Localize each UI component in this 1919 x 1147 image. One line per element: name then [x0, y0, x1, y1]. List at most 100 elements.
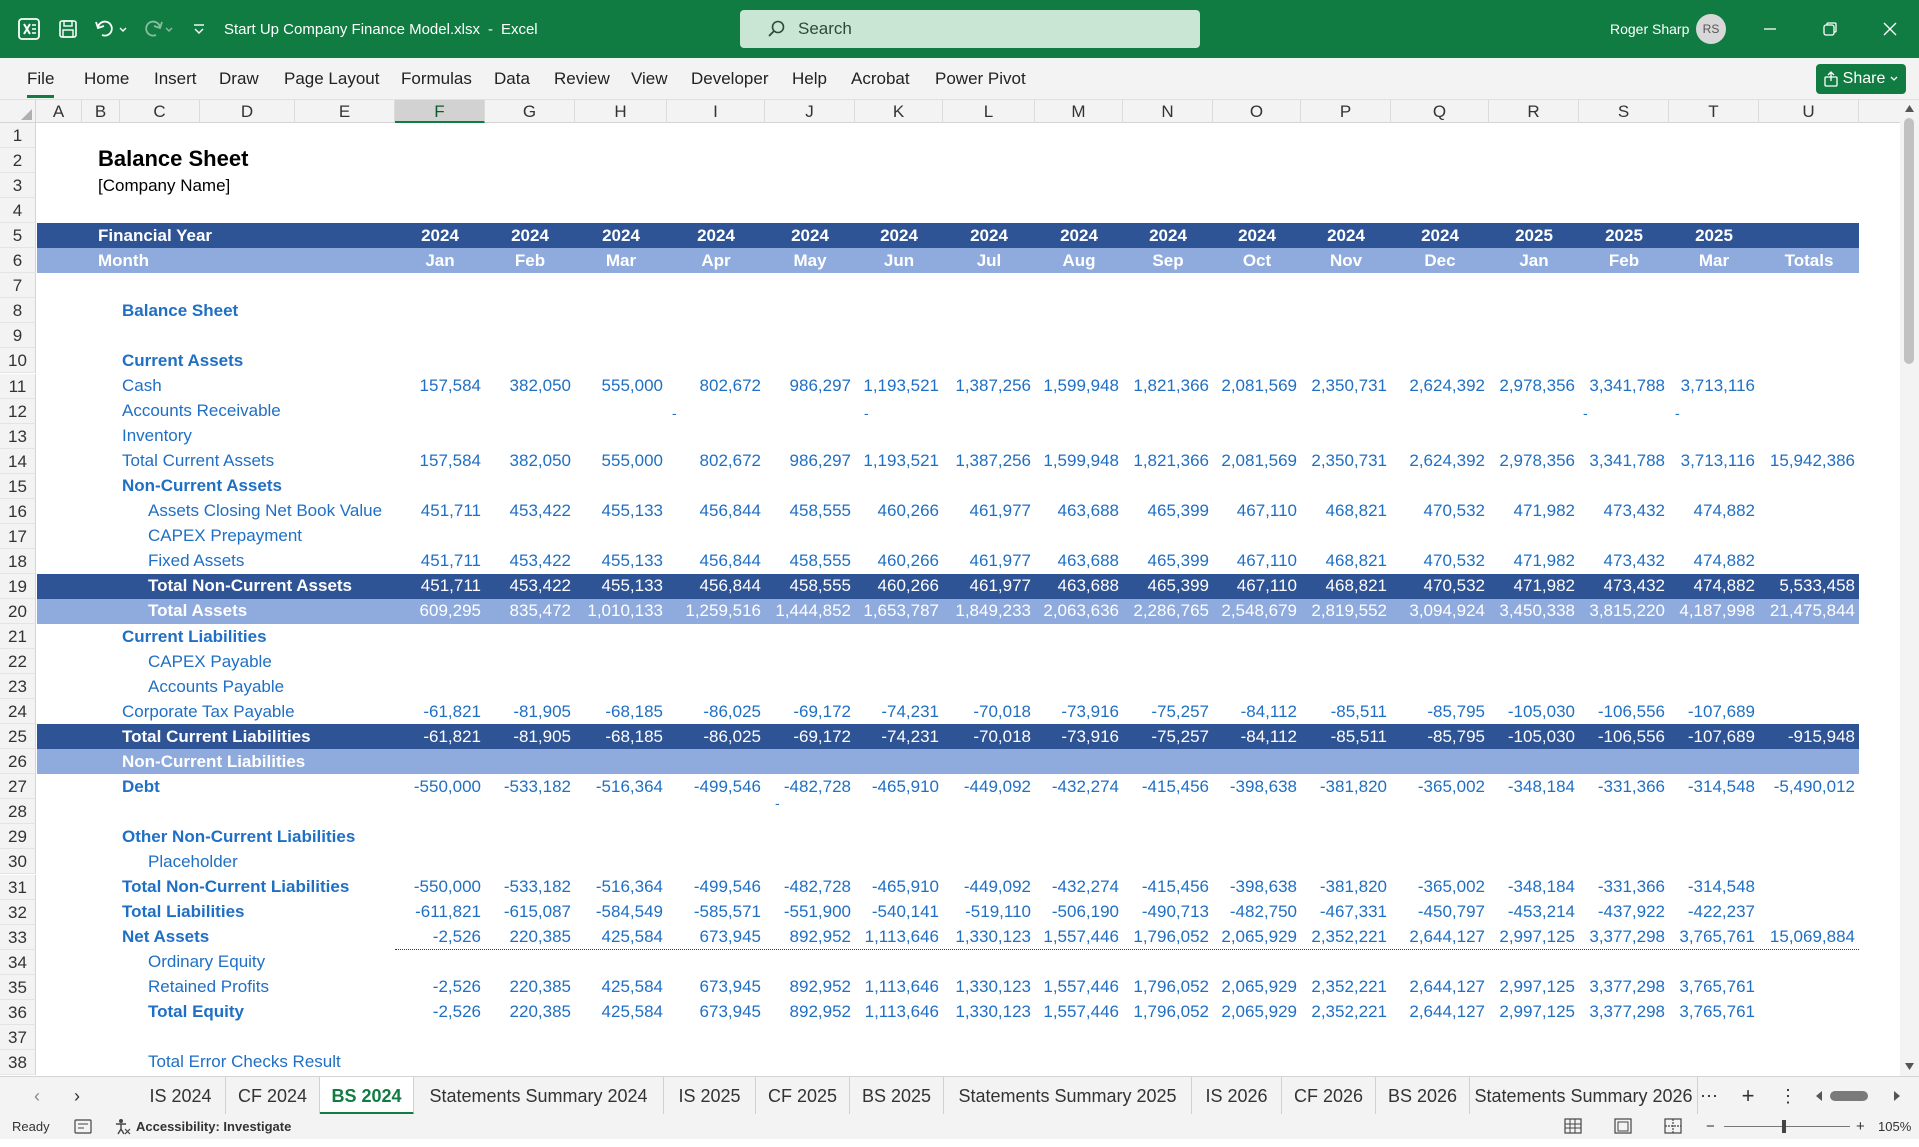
value-cell[interactable]: 1,113,646 — [864, 977, 939, 997]
value-cell[interactable]: -85,795 — [1427, 701, 1485, 721]
page-layout-view-icon[interactable] — [1614, 1114, 1632, 1139]
value-cell[interactable]: -499,546 — [693, 877, 761, 897]
value-cell[interactable]: 609,295 — [419, 601, 481, 621]
tab-bs-2026[interactable]: BS 2026 — [1376, 1077, 1470, 1115]
row-header[interactable]: 22 — [0, 649, 36, 675]
value-cell[interactable]: 157,584 — [419, 451, 481, 471]
value-cell[interactable]: -69,172 — [793, 726, 851, 746]
value-cell[interactable]: 456,844 — [699, 551, 761, 571]
value-cell[interactable]: -348,184 — [1507, 776, 1575, 796]
row-header[interactable]: 13 — [0, 423, 36, 449]
row-header[interactable]: 27 — [0, 774, 36, 800]
value-cell[interactable]: 1,557,446 — [1043, 927, 1119, 947]
value-cell[interactable]: 673,945 — [699, 1002, 761, 1022]
value-cell[interactable]: 986,297 — [789, 451, 851, 471]
value-cell[interactable]: 1,796,052 — [1133, 977, 1209, 997]
row-header[interactable]: 10 — [0, 348, 36, 374]
value-cell[interactable]: 3,713,116 — [1680, 451, 1755, 471]
value-cell[interactable]: -70,018 — [973, 726, 1031, 746]
value-cell[interactable]: -85,511 — [1330, 701, 1387, 721]
row-header[interactable]: 18 — [0, 548, 36, 574]
totals-header[interactable]: Totals — [1784, 250, 1834, 270]
value-cell[interactable]: 465,399 — [1147, 501, 1209, 521]
menu-insert[interactable]: Insert — [154, 69, 197, 88]
value-cell[interactable]: 2,065,929 — [1221, 1002, 1297, 1022]
month-header[interactable]: Apr — [701, 250, 731, 270]
value-cell[interactable]: 1,796,052 — [1133, 1002, 1209, 1022]
excel-logo-icon[interactable] — [18, 0, 40, 58]
value-cell[interactable]: 463,688 — [1057, 501, 1119, 521]
row-header[interactable]: 23 — [0, 674, 36, 700]
value-cell[interactable]: 468,821 — [1325, 576, 1387, 596]
value-cell[interactable]: -75,257 — [1151, 701, 1209, 721]
row-header[interactable]: 6 — [0, 248, 36, 274]
menu-home[interactable]: Home — [84, 69, 130, 88]
value-cell[interactable]: -81,905 — [513, 726, 571, 746]
value-cell[interactable]: -365,002 — [1417, 877, 1485, 897]
month-header[interactable]: Jan — [425, 250, 455, 270]
column-header-q[interactable]: Q — [1391, 100, 1489, 123]
value-cell[interactable]: 470,532 — [1423, 551, 1485, 571]
value-cell[interactable]: 467,110 — [1236, 501, 1297, 521]
value-cell[interactable]: 382,050 — [509, 376, 571, 396]
tab-cf-2025[interactable]: CF 2025 — [756, 1077, 850, 1115]
value-cell[interactable]: 555,000 — [601, 451, 663, 471]
value-cell[interactable]: -2,526 — [432, 1002, 481, 1022]
value-cell[interactable]: -422,237 — [1687, 902, 1755, 922]
tab-is-2025[interactable]: IS 2025 — [664, 1077, 756, 1115]
value-cell[interactable]: 382,050 — [509, 451, 571, 471]
value-cell[interactable]: -105,030 — [1507, 726, 1575, 746]
month-header[interactable]: Nov — [1329, 250, 1363, 270]
value-cell[interactable]: 2,065,929 — [1221, 977, 1297, 997]
avatar[interactable]: RS — [1696, 14, 1726, 44]
value-cell[interactable]: 474,882 — [1693, 551, 1755, 571]
value-cell[interactable]: 451,711 — [420, 551, 481, 571]
column-header-g[interactable]: G — [485, 100, 575, 123]
row-header[interactable]: 17 — [0, 523, 36, 549]
value-cell[interactable]: 3,377,298 — [1589, 927, 1665, 947]
value-cell[interactable]: -550,000 — [413, 877, 481, 897]
value-cell[interactable]: -75,257 — [1151, 726, 1209, 746]
year-header[interactable]: 2024 — [880, 225, 918, 245]
value-cell[interactable]: -499,546 — [693, 776, 761, 796]
value-cell[interactable]: 1,330,123 — [955, 977, 1031, 997]
row-header[interactable]: 31 — [0, 874, 36, 900]
menu-draw[interactable]: Draw — [219, 69, 259, 88]
value-cell[interactable]: 3,765,761 — [1679, 927, 1755, 947]
value-cell[interactable]: 2,978,356 — [1499, 451, 1575, 471]
year-header[interactable]: 2024 — [1238, 225, 1276, 245]
row-header[interactable]: 4 — [0, 198, 36, 224]
column-header-u[interactable]: U — [1759, 100, 1859, 123]
year-header[interactable]: 2024 — [602, 225, 640, 245]
menu-file[interactable]: File — [27, 58, 55, 98]
month-header[interactable]: May — [793, 250, 827, 270]
value-cell[interactable]: 471,982 — [1513, 576, 1575, 596]
value-cell[interactable]: -415,456 — [1141, 776, 1209, 796]
column-header-c[interactable]: C — [120, 100, 200, 123]
value-cell[interactable]: 455,133 — [601, 551, 663, 571]
zoom-slider[interactable] — [1722, 1114, 1852, 1139]
value-cell[interactable]: 458,555 — [789, 576, 851, 596]
financial-year-label[interactable]: Financial Year — [98, 225, 213, 245]
value-cell[interactable]: -107,689 — [1687, 726, 1755, 746]
year-header[interactable]: 2024 — [970, 225, 1008, 245]
row-label[interactable]: Fixed Assets — [148, 551, 245, 571]
total-cell[interactable]: 5,533,458 — [1779, 576, 1855, 596]
minimize-icon[interactable] — [1762, 0, 1778, 58]
value-cell[interactable]: 1,193,521 — [863, 451, 939, 471]
row-header[interactable]: 30 — [0, 849, 36, 875]
row-header[interactable]: 36 — [0, 999, 36, 1025]
value-cell[interactable]: 2,624,392 — [1409, 376, 1485, 396]
value-cell[interactable]: 2,624,392 — [1409, 451, 1485, 471]
row-label[interactable]: Total Error Checks Result — [148, 1052, 341, 1072]
value-cell[interactable]: 453,422 — [509, 501, 571, 521]
value-cell[interactable]: -450,797 — [1417, 902, 1485, 922]
value-cell[interactable]: 802,672 — [699, 376, 761, 396]
value-cell[interactable]: 461,977 — [969, 576, 1031, 596]
value-cell[interactable]: 425,584 — [601, 1002, 663, 1022]
value-cell[interactable]: 473,432 — [1603, 551, 1665, 571]
value-cell[interactable]: 555,000 — [601, 376, 663, 396]
value-cell[interactable]: 835,472 — [509, 601, 571, 621]
row-label[interactable]: Current Assets — [122, 350, 244, 370]
value-cell[interactable]: -516,364 — [595, 877, 663, 897]
